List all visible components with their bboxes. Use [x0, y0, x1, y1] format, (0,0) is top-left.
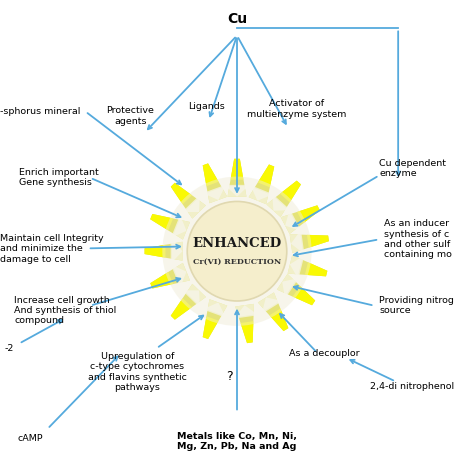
Polygon shape: [293, 286, 315, 305]
Text: Providing nitrog
source: Providing nitrog source: [379, 296, 454, 315]
Polygon shape: [277, 274, 295, 294]
Text: cAMP: cAMP: [18, 434, 44, 443]
Polygon shape: [281, 214, 298, 234]
Text: Enrich important
Gene synthesis: Enrich important Gene synthesis: [19, 168, 99, 187]
Polygon shape: [235, 304, 254, 343]
Polygon shape: [171, 298, 192, 319]
Text: 2,4-di nitrophenol: 2,4-di nitrophenol: [370, 382, 455, 391]
Ellipse shape: [162, 177, 311, 326]
Polygon shape: [285, 209, 301, 231]
Polygon shape: [307, 235, 329, 248]
Polygon shape: [174, 220, 190, 239]
Polygon shape: [230, 159, 244, 180]
Polygon shape: [186, 199, 206, 219]
Polygon shape: [249, 188, 268, 204]
Text: -2: -2: [5, 344, 14, 353]
Polygon shape: [150, 263, 190, 289]
Polygon shape: [171, 183, 206, 219]
Polygon shape: [208, 187, 227, 203]
Text: -sphorus mineral: -sphorus mineral: [0, 107, 81, 116]
Polygon shape: [291, 230, 304, 254]
Polygon shape: [171, 284, 206, 319]
Polygon shape: [208, 299, 227, 315]
Polygon shape: [174, 263, 190, 283]
Polygon shape: [203, 185, 226, 200]
Polygon shape: [171, 264, 186, 288]
Polygon shape: [228, 186, 246, 197]
Polygon shape: [203, 316, 219, 339]
Text: Cu dependent
enzyme: Cu dependent enzyme: [379, 159, 446, 178]
Polygon shape: [172, 242, 182, 261]
Polygon shape: [225, 185, 249, 197]
Polygon shape: [182, 195, 200, 212]
Text: Ligands: Ligands: [188, 102, 225, 111]
Polygon shape: [203, 164, 219, 186]
Text: Metals like Co, Mn, Ni,
Mg, Zn, Pb, Na and Ag: Metals like Co, Mn, Ni, Mg, Zn, Pb, Na a…: [177, 432, 297, 451]
Polygon shape: [145, 245, 165, 258]
Polygon shape: [280, 181, 301, 202]
Text: Maintain cell Integrity
and minimize the
damage to cell: Maintain cell Integrity and minimize the…: [0, 234, 104, 264]
Polygon shape: [234, 305, 258, 319]
Text: Increase cell growth
And synthesis of thiol
compound: Increase cell growth And synthesis of th…: [14, 296, 117, 325]
Polygon shape: [203, 302, 226, 318]
Polygon shape: [145, 242, 182, 261]
Polygon shape: [266, 181, 301, 217]
Text: ?: ?: [227, 370, 233, 383]
Polygon shape: [235, 304, 254, 317]
Text: Cr(VI) REDUCTION: Cr(VI) REDUCTION: [193, 258, 281, 265]
Polygon shape: [240, 321, 254, 343]
Polygon shape: [266, 198, 286, 217]
Polygon shape: [290, 234, 302, 253]
Polygon shape: [258, 292, 278, 310]
Polygon shape: [290, 234, 329, 253]
Polygon shape: [297, 205, 320, 223]
Polygon shape: [249, 164, 274, 204]
Polygon shape: [281, 205, 320, 234]
Polygon shape: [186, 284, 206, 303]
Polygon shape: [250, 185, 273, 201]
Text: As an inducer
synthesis of c
and other sulf
containing mo: As an inducer synthesis of c and other s…: [384, 219, 452, 259]
Polygon shape: [171, 215, 186, 238]
Polygon shape: [269, 309, 288, 331]
Polygon shape: [262, 298, 283, 314]
Polygon shape: [182, 291, 200, 308]
Polygon shape: [228, 159, 246, 197]
Text: Upregulation of
c-type cytochromes
and flavins synthetic
pathways: Upregulation of c-type cytochromes and f…: [88, 352, 187, 392]
Polygon shape: [150, 272, 173, 289]
Polygon shape: [150, 214, 190, 239]
Text: Cu: Cu: [227, 12, 247, 26]
Polygon shape: [258, 292, 288, 331]
Polygon shape: [171, 183, 192, 204]
Polygon shape: [288, 255, 302, 274]
Polygon shape: [150, 214, 173, 230]
Polygon shape: [288, 255, 328, 276]
Polygon shape: [290, 255, 304, 279]
Text: ENHANCED: ENHANCED: [192, 237, 282, 250]
Polygon shape: [282, 278, 299, 299]
Polygon shape: [203, 164, 227, 203]
Polygon shape: [171, 239, 182, 264]
Text: Protective
agents: Protective agents: [106, 107, 155, 126]
Polygon shape: [272, 194, 291, 211]
Polygon shape: [277, 274, 315, 305]
Text: Activator of
multienzyme system: Activator of multienzyme system: [246, 100, 346, 118]
Text: As a decouplor: As a decouplor: [290, 349, 360, 357]
Polygon shape: [305, 262, 328, 276]
Polygon shape: [258, 164, 274, 187]
Polygon shape: [203, 299, 227, 339]
Circle shape: [187, 201, 287, 301]
